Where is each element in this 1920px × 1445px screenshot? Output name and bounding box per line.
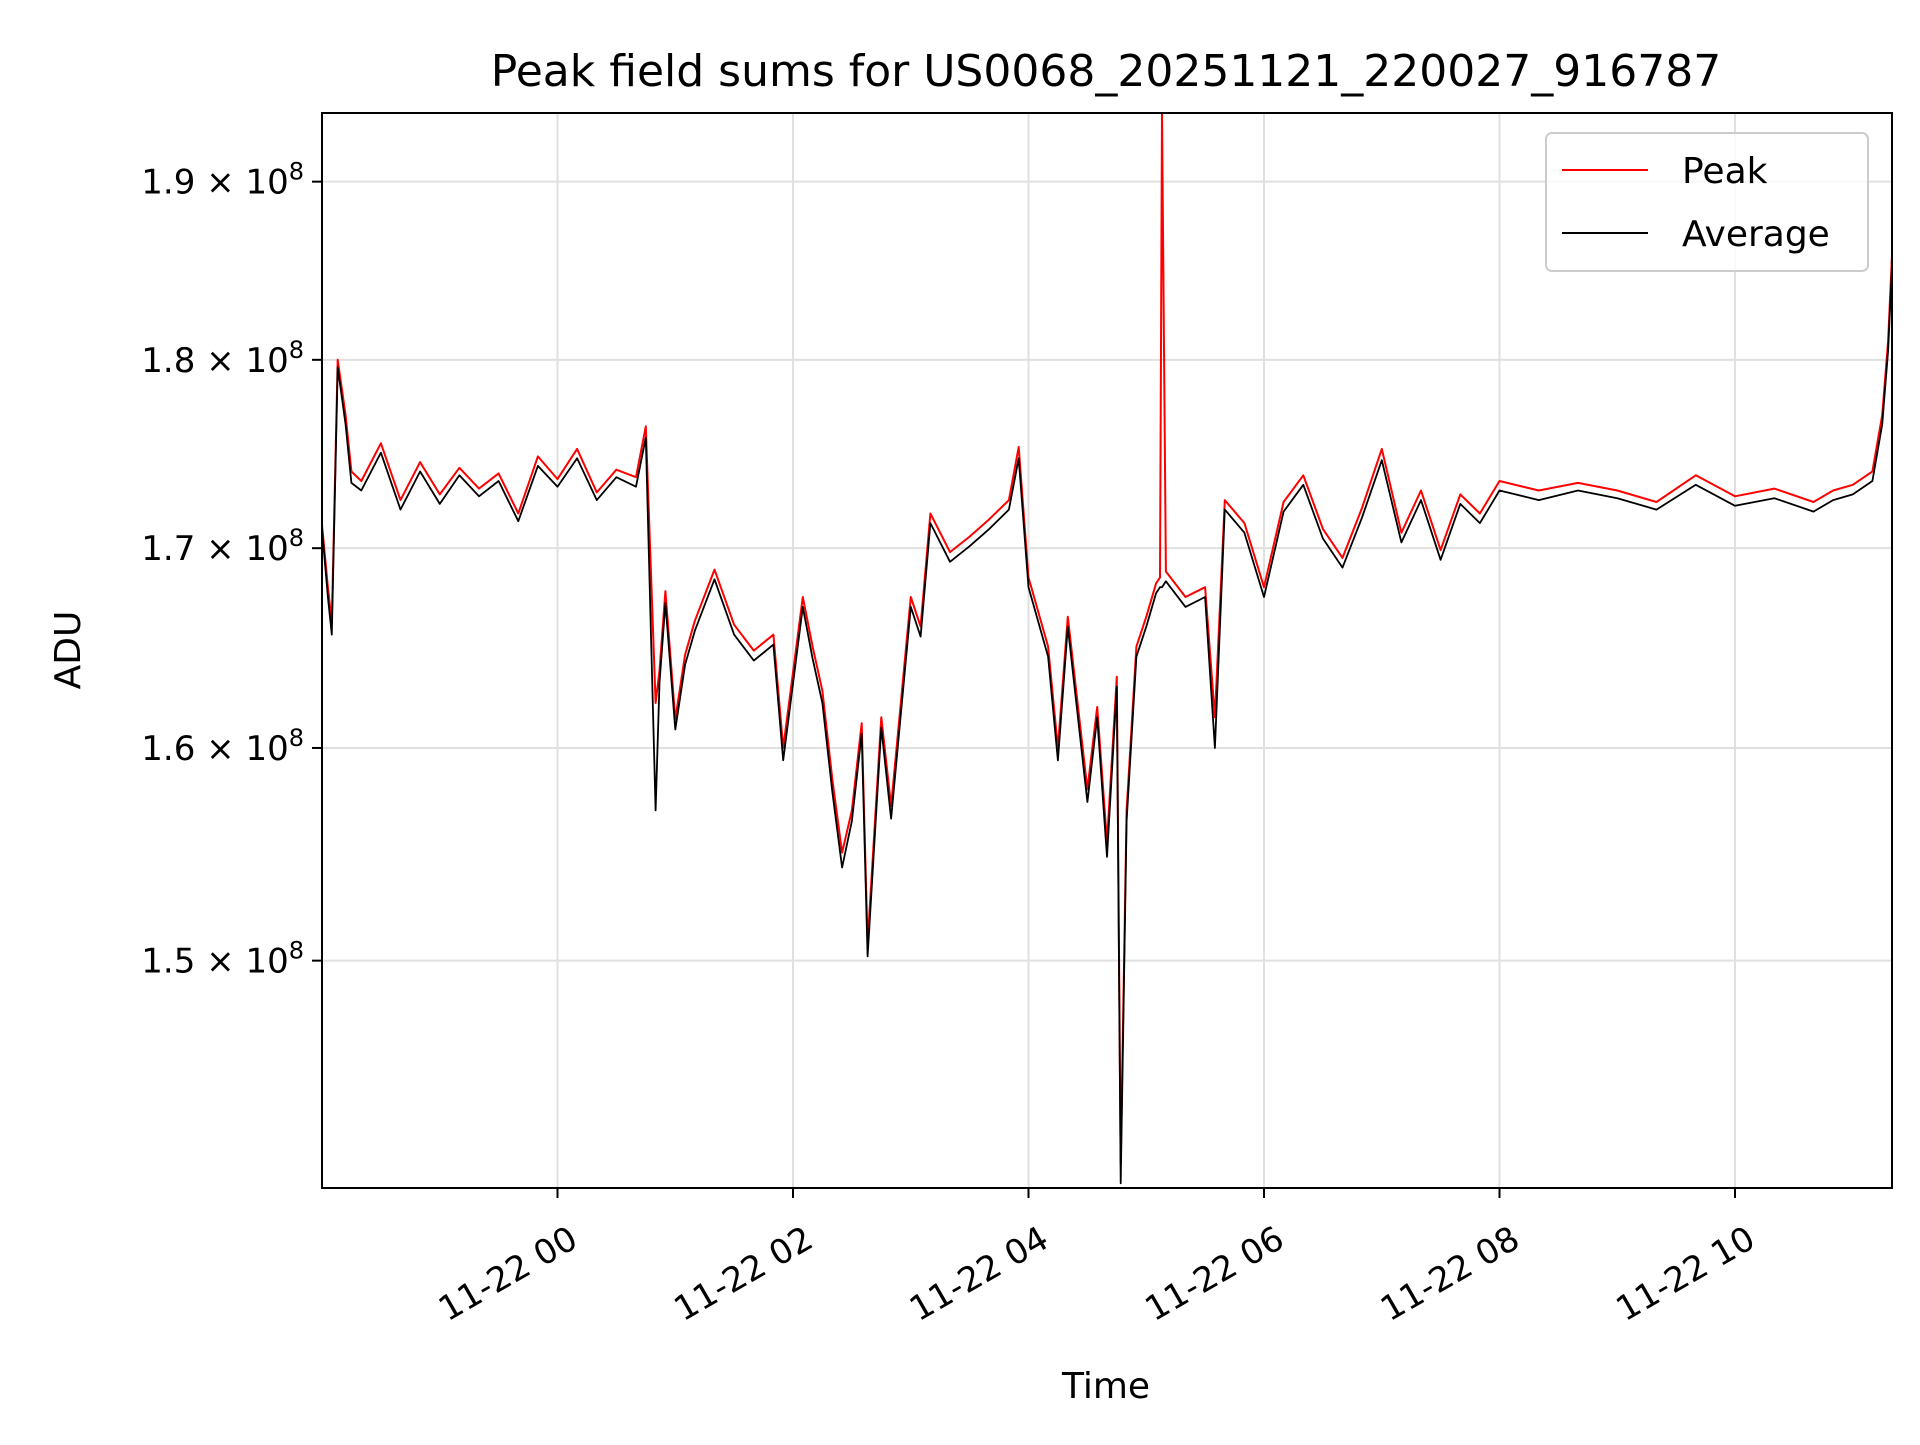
plot-frame xyxy=(321,112,1893,1189)
y-axis-ticks: 1.9 × 108 1.8 × 108 1.7 × 108 1.6 × 108 1.5 … xyxy=(141,158,322,982)
series-line-average xyxy=(321,265,1893,1185)
y-tick-label: 1.5 × 108 xyxy=(141,937,304,982)
y-tick-label: 1.7 × 108 xyxy=(141,524,304,569)
chart-title: Peak field sums for US0068_20251121_2200… xyxy=(491,46,1721,97)
legend: Peak Average xyxy=(1545,132,1869,272)
legend-label-average: Average xyxy=(1682,214,1830,255)
y-tick-label: 1.9 × 108 xyxy=(141,158,304,203)
legend-label-peak: Peak xyxy=(1682,151,1768,192)
series-layer xyxy=(321,112,1893,1185)
series-line-peak xyxy=(321,112,1893,1166)
grid-layer xyxy=(322,113,1892,1188)
y-axis-label: ADU xyxy=(48,611,89,690)
y-tick-label: 1.6 × 108 xyxy=(141,724,304,769)
y-tick-label: 1.8 × 108 xyxy=(141,336,304,381)
legend-box xyxy=(1545,132,1869,272)
x-axis-label: Time xyxy=(1061,1366,1150,1407)
